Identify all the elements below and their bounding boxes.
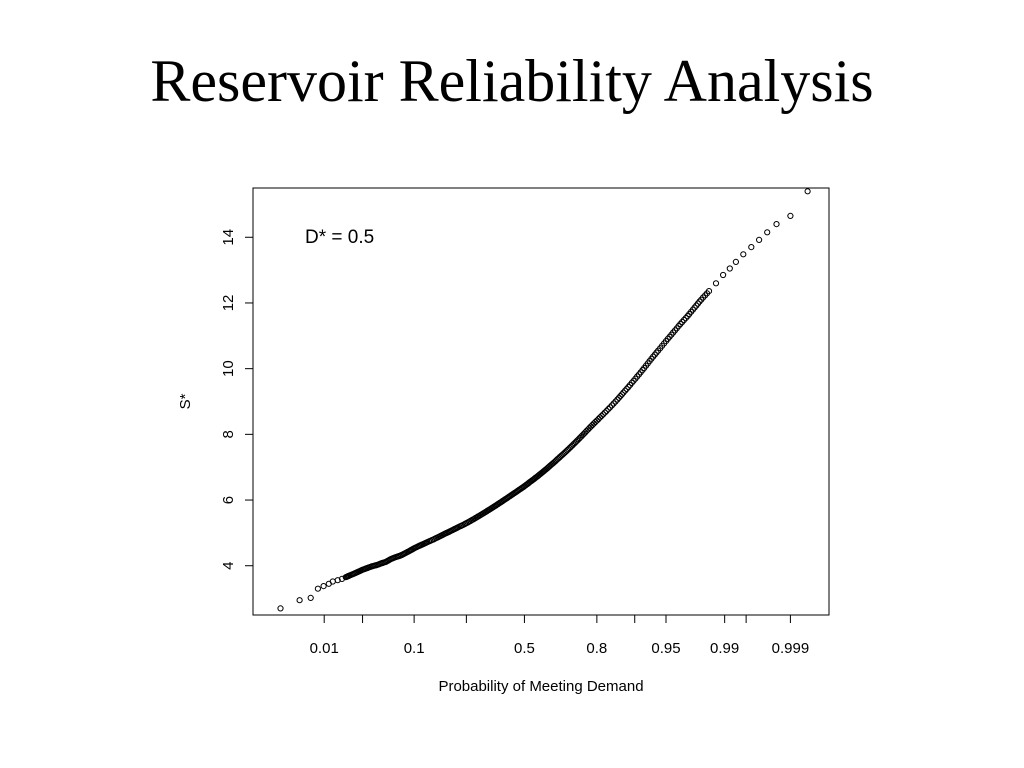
x-tick-label: 0.01 — [310, 640, 339, 657]
data-point — [595, 415, 602, 423]
data-point — [307, 594, 314, 602]
x-tick-label: 0.95 — [651, 640, 680, 657]
data-point — [596, 414, 604, 421]
data-point — [614, 396, 621, 403]
data-point — [610, 400, 617, 407]
data-point — [612, 398, 619, 405]
data-point — [608, 402, 616, 409]
x-axis: 0.01 0.1 0.5 0.8 0.95 0.99 0.999 — [310, 615, 810, 657]
data-point — [334, 577, 341, 584]
data-point — [787, 212, 794, 219]
y-tick-label: 8 — [220, 430, 237, 438]
data-point — [764, 229, 771, 236]
data-point — [726, 265, 733, 272]
data-point — [712, 280, 720, 287]
data-point — [601, 409, 609, 416]
data-point — [593, 417, 601, 424]
x-tick-label: 0.99 — [710, 640, 739, 657]
data-point — [618, 391, 626, 398]
data-point — [773, 221, 780, 228]
y-tick-label: 14 — [220, 229, 237, 246]
data-point — [605, 406, 612, 413]
data-point — [732, 258, 740, 265]
y-axis-label: S* — [177, 393, 194, 409]
data-point — [804, 188, 811, 195]
data-point — [603, 407, 610, 414]
data-point — [705, 288, 713, 295]
data-point — [623, 385, 630, 392]
y-tick-label: 4 — [220, 562, 237, 570]
data-point — [329, 578, 336, 585]
data-point — [622, 387, 629, 394]
data-point — [600, 411, 607, 418]
y-axis: 4 6 8 10 12 14 — [220, 229, 253, 570]
data-point — [682, 315, 689, 322]
data-point — [680, 316, 688, 324]
data-point — [679, 318, 686, 326]
data-point — [756, 236, 763, 243]
data-point — [696, 298, 703, 305]
x-tick-label: 0.1 — [404, 640, 425, 657]
data-point — [314, 585, 321, 592]
data-point — [296, 597, 303, 604]
data-point — [615, 394, 623, 401]
y-tick-label: 10 — [220, 360, 237, 377]
data-points — [277, 188, 811, 612]
chart-annotation: D* = 0.5 — [305, 227, 374, 248]
data-point — [277, 605, 284, 612]
plot-frame — [252, 187, 830, 616]
data-point — [606, 404, 614, 411]
data-point — [617, 393, 624, 400]
x-tick-label: 0.5 — [514, 640, 535, 657]
data-point — [720, 271, 727, 279]
data-point — [748, 244, 755, 251]
data-point — [620, 389, 627, 396]
data-point — [320, 583, 327, 590]
x-tick-label: 0.8 — [586, 640, 607, 657]
data-point — [625, 383, 632, 391]
data-point — [677, 320, 684, 328]
slide-title: Reservoir Reliability Analysis — [150, 48, 874, 114]
x-axis-label: Probability of Meeting Demand — [438, 678, 643, 695]
data-point — [598, 412, 605, 419]
data-point — [740, 251, 747, 258]
y-tick-label: 12 — [220, 295, 237, 312]
x-tick-label: 0.999 — [772, 640, 810, 657]
y-tick-label: 6 — [220, 496, 237, 504]
